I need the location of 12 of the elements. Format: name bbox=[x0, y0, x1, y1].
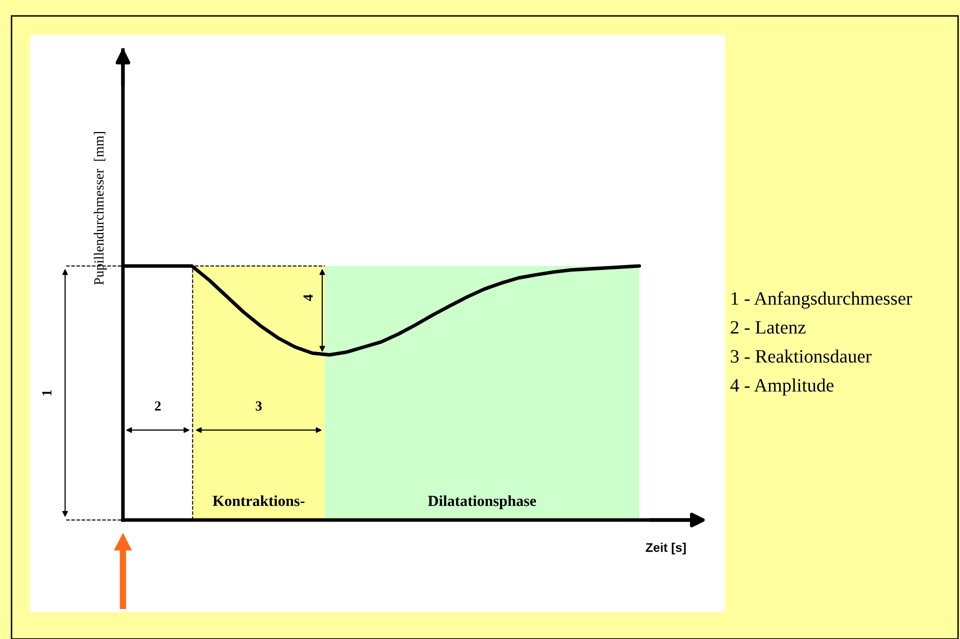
x-axis-title: Zeit [s] bbox=[646, 542, 686, 554]
annotation: 4 bbox=[304, 294, 313, 301]
annotation: 2 bbox=[154, 401, 161, 411]
annotation: 3 bbox=[256, 401, 262, 411]
y-axis-title: Pupillendurchmesser [mm] bbox=[94, 132, 106, 285]
annotation: Kontraktions- bbox=[212, 495, 304, 506]
text: 4 - Amplitude bbox=[730, 378, 834, 396]
text: 3 - Reaktionsdauer bbox=[730, 350, 872, 363]
text: 1 bbox=[42, 390, 52, 396]
annotation: Dilatationsphase bbox=[428, 495, 536, 510]
text: 2 - Latenz bbox=[730, 321, 806, 334]
text: 1 - Anfangsdurchmesser bbox=[732, 291, 912, 309]
